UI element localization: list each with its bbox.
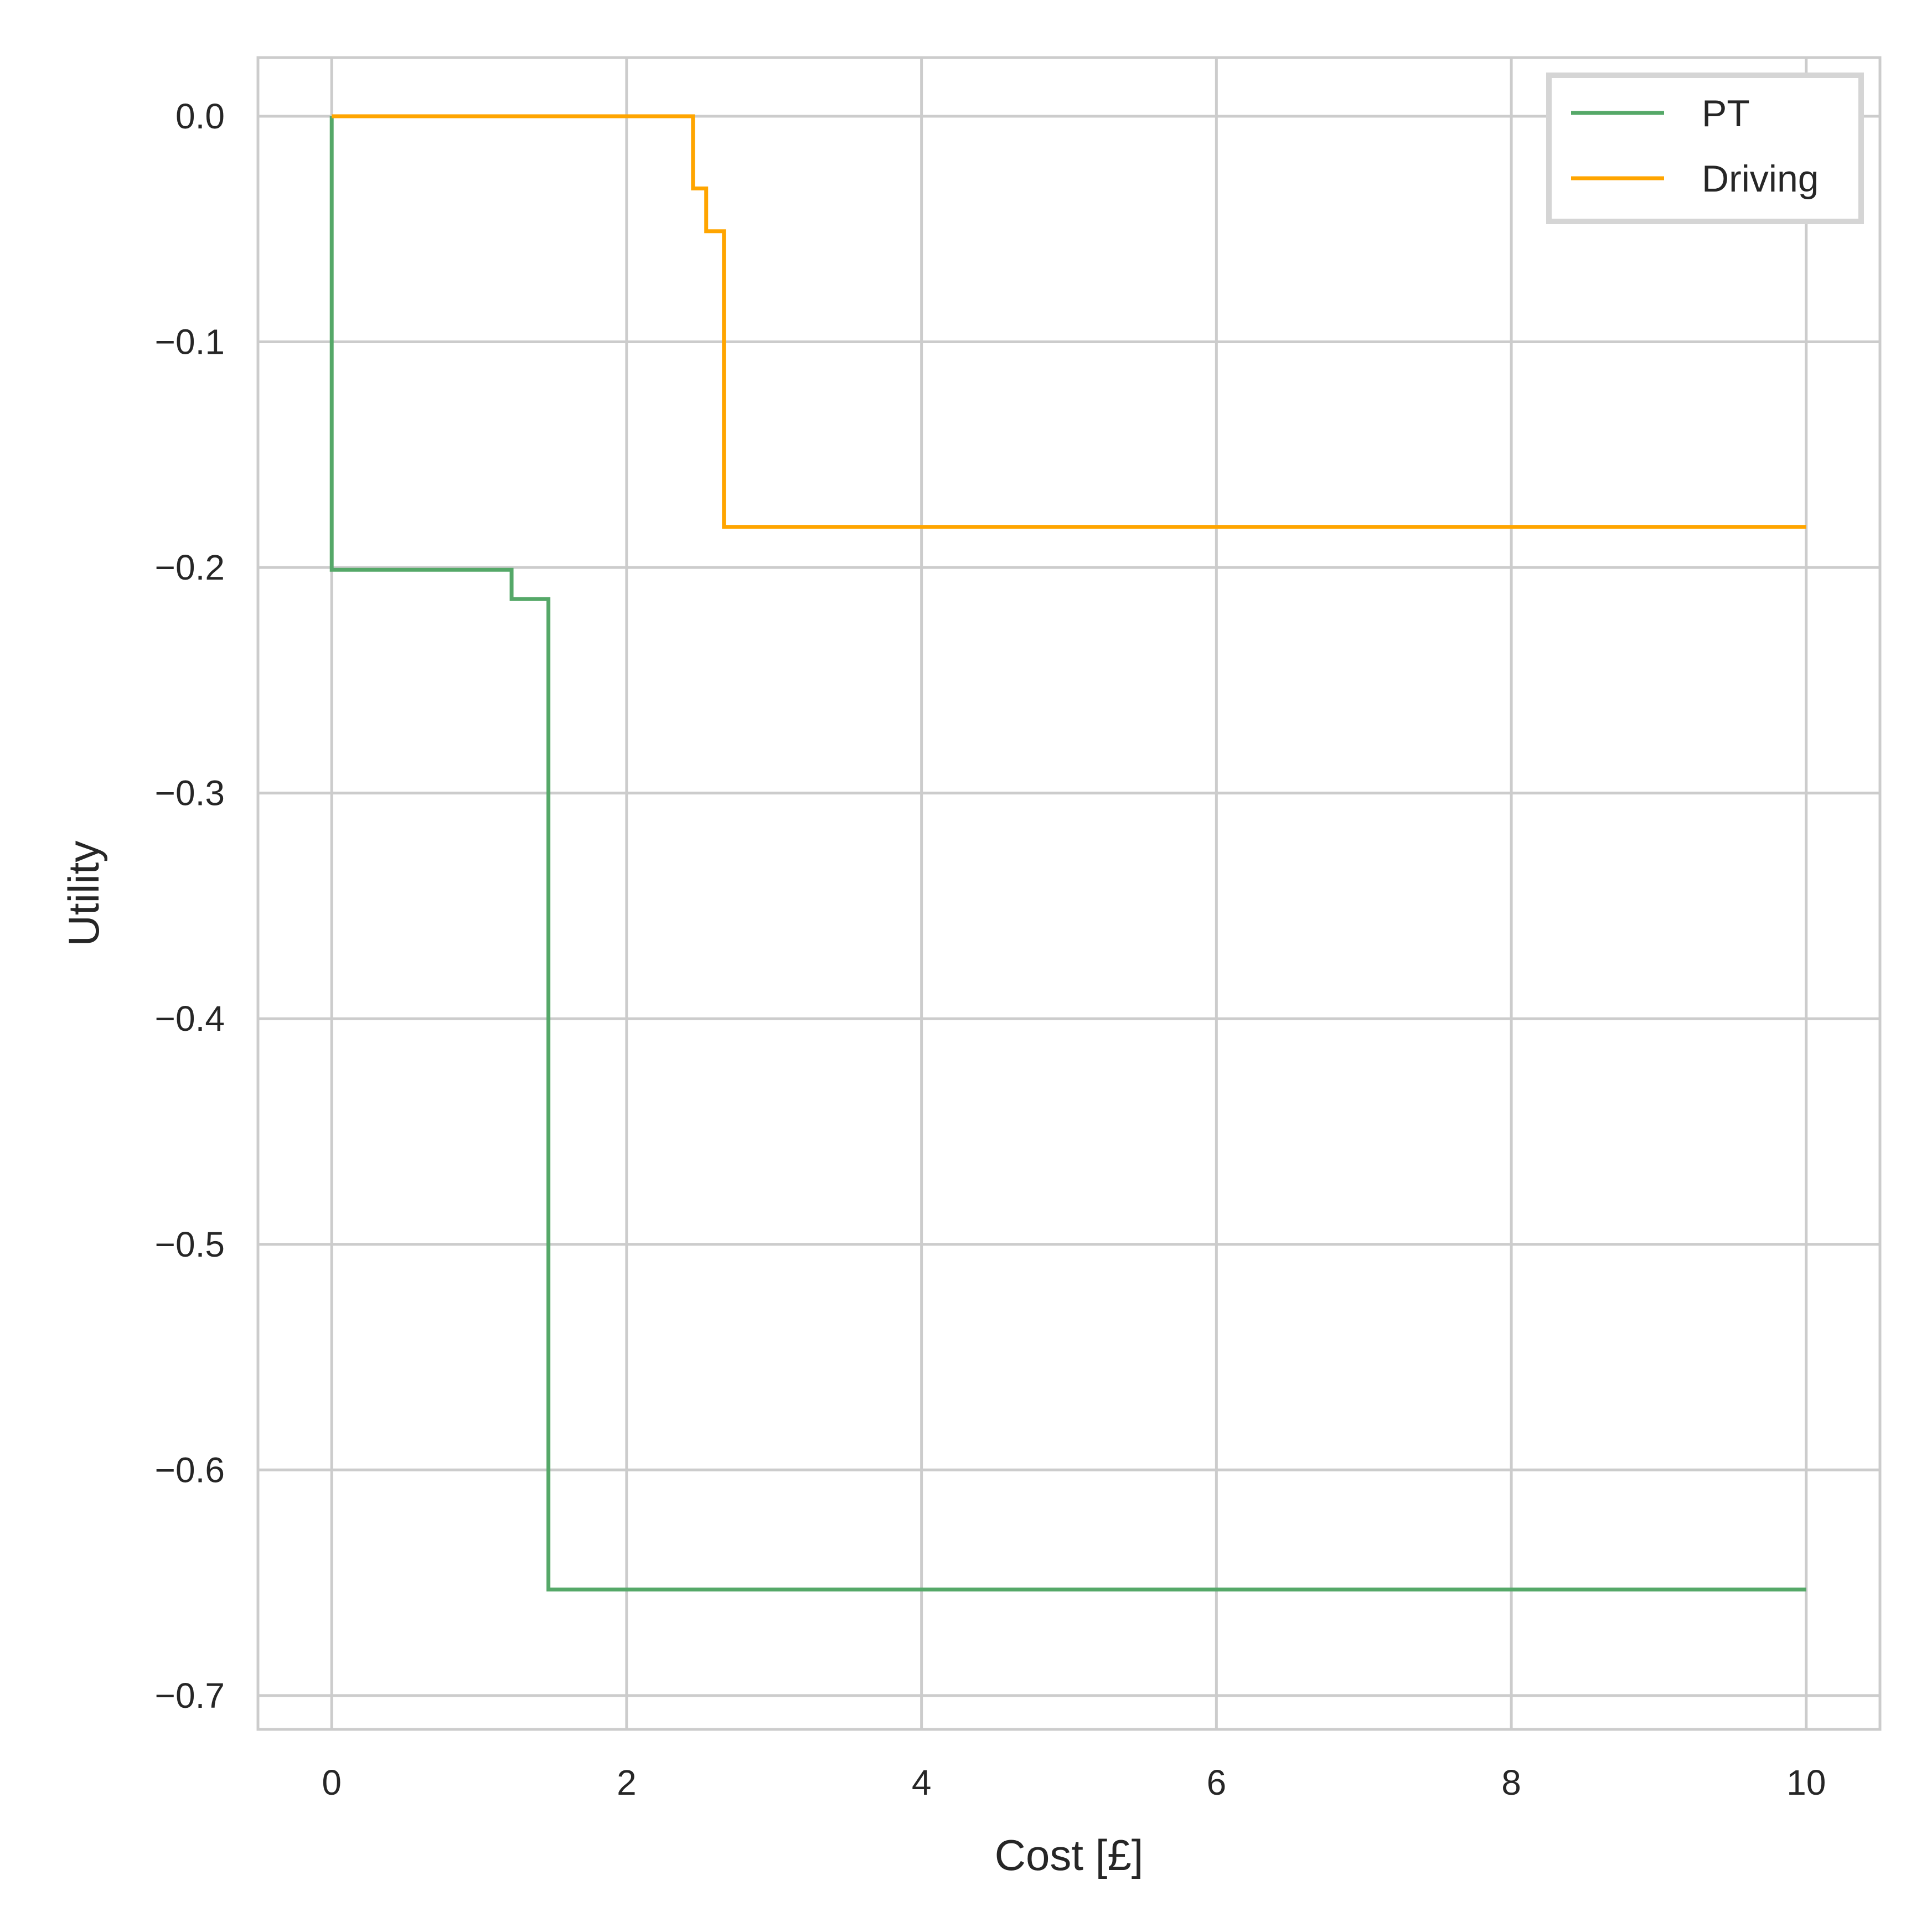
x-tick-label: 4 — [912, 1763, 932, 1802]
tick-labels: 0 2 4 6 8 10 0.0 −0.1 −0.2 −0.3 −0.4 −0.5 −0.6 −0.7 — [155, 96, 1826, 1802]
x-axis-title: Cost [£] — [995, 1831, 1144, 1879]
x-tick-label: 8 — [1501, 1763, 1521, 1802]
y-tick-label: −0.7 — [155, 1676, 225, 1716]
legend: PT Driving — [1546, 73, 1864, 224]
x-tick-label: 10 — [1786, 1763, 1826, 1802]
legend-box — [1546, 73, 1864, 224]
y-tick-label: −0.2 — [155, 547, 225, 587]
x-tick-label: 2 — [617, 1763, 637, 1802]
series-line-driving — [332, 114, 1806, 529]
series-lines — [329, 114, 1806, 1592]
y-tick-label: −0.5 — [155, 1225, 225, 1264]
plot-frame — [256, 56, 1882, 1731]
grid-lines — [258, 58, 1880, 1729]
y-tick-label: 0.0 — [175, 96, 225, 136]
legend-label-driving: Driving — [1702, 158, 1819, 200]
y-tick-label: −0.3 — [155, 773, 225, 813]
legend-label-pt: PT — [1702, 92, 1750, 135]
series-line-pt — [329, 116, 1806, 1592]
y-tick-label: −0.6 — [155, 1450, 225, 1490]
y-tick-label: −0.4 — [155, 999, 225, 1039]
y-tick-label: −0.1 — [155, 322, 225, 362]
x-tick-label: 0 — [322, 1763, 342, 1802]
x-tick-label: 6 — [1207, 1763, 1227, 1802]
y-axis-title: Utility — [59, 841, 108, 947]
